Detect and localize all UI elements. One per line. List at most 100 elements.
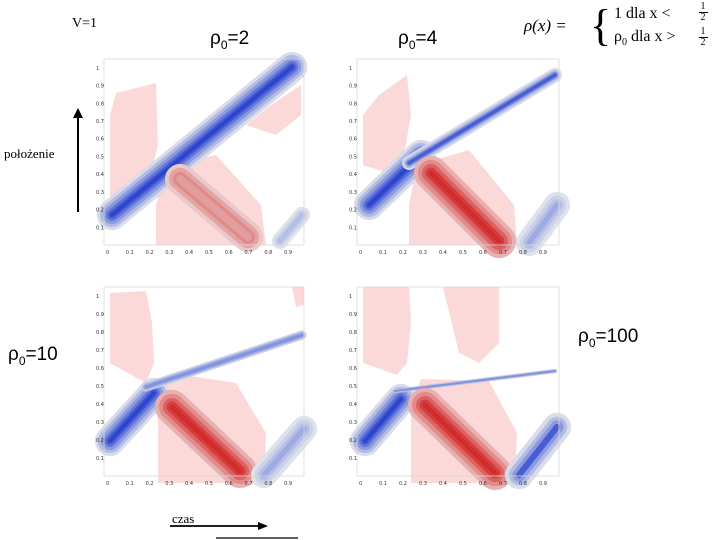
plot-frame bbox=[356, 286, 560, 477]
y-tick-label: 0.8 bbox=[349, 330, 357, 336]
formula-brace: { bbox=[590, 1, 612, 50]
formula-case-2: ρ0 dla x > bbox=[614, 28, 676, 49]
x-tick-label: 0.4 bbox=[185, 250, 193, 256]
x-tick-label: 0.3 bbox=[419, 481, 427, 487]
red-diagonal-band bbox=[164, 163, 264, 253]
y-tick-label: 0.7 bbox=[349, 119, 357, 125]
blue-diagonal-band bbox=[94, 377, 170, 457]
panel-2-plot: 0.1 0.2 0.3 0.4 0.5 0.6 0.7 0.8 0.9 1 0 0.1 0.2 0.3 0.… bbox=[349, 58, 571, 259]
y-tick-label: 0.9 bbox=[96, 84, 104, 90]
blue-diagonal-band bbox=[349, 383, 417, 457]
y-tick-label: 0.2 bbox=[349, 208, 357, 214]
red-diagonal-band bbox=[407, 387, 513, 491]
pale-blue-band-contour bbox=[516, 424, 560, 478]
red-diagonal-band bbox=[154, 389, 258, 489]
pale-blue-band-contour bbox=[277, 212, 305, 244]
y-tick-label: 0.2 bbox=[96, 438, 104, 444]
panel-1-title: ρ0=2 bbox=[210, 28, 250, 52]
x-tick-label: 0.9 bbox=[539, 481, 547, 487]
y-tick-label: 0.8 bbox=[96, 330, 104, 336]
x-tick-label: 0.6 bbox=[225, 250, 233, 256]
x-tick-label: 0.8 bbox=[264, 250, 272, 256]
x-tick-label: 0 bbox=[106, 250, 109, 256]
y-tick-label: 0.5 bbox=[349, 154, 357, 160]
blue-diagonal-band-contour-edge bbox=[110, 65, 294, 217]
y-tick-label: 0.3 bbox=[96, 190, 104, 196]
y-tick-label: 0.4 bbox=[96, 172, 104, 178]
pale-blue-band-contour-edge bbox=[526, 202, 560, 246]
red-diagonal-band bbox=[413, 155, 517, 259]
blue-thin-band bbox=[141, 330, 307, 392]
y-tick-label: 0.6 bbox=[96, 366, 104, 372]
blue-diagonal-band bbox=[96, 51, 308, 231]
y-tick-label: 1 bbox=[96, 66, 99, 72]
y-tick-label: 0.9 bbox=[96, 312, 104, 318]
red-diagonal-band-contour bbox=[428, 170, 502, 244]
y-axis-arrow bbox=[73, 108, 83, 212]
x-tick-label: 0.3 bbox=[419, 250, 427, 256]
red-diagonal-band-contour-edge bbox=[422, 402, 498, 476]
y-axis-label: położenie bbox=[4, 146, 55, 161]
y-tick-label: 0.5 bbox=[96, 384, 104, 390]
blue-diagonal-band-contour bbox=[108, 391, 156, 443]
x-tick-label: 0.7 bbox=[245, 481, 253, 487]
x-tick-label: 0.1 bbox=[126, 250, 134, 256]
x-tick-label: 0.9 bbox=[284, 481, 292, 487]
blue-thin-band-contour-edge bbox=[393, 369, 557, 393]
pale-red-region bbox=[363, 75, 411, 175]
blue-diagonal-band-contour bbox=[110, 65, 294, 217]
pale-red-region bbox=[363, 287, 411, 375]
y-tick-label: 0.1 bbox=[96, 456, 104, 462]
x-tick-label: 0.2 bbox=[399, 481, 407, 487]
blue-thin-band-contour bbox=[144, 333, 304, 389]
red-diagonal-band-contour bbox=[169, 404, 243, 474]
pale-blue-band-contour-edge bbox=[261, 426, 307, 478]
y-tick-label: 0.3 bbox=[349, 420, 357, 426]
y-tick-label: 0.1 bbox=[349, 225, 357, 231]
x-tick-label: 0.7 bbox=[245, 250, 253, 256]
x-tick-label: 0.5 bbox=[205, 250, 213, 256]
x-tick-label: 0.9 bbox=[284, 250, 292, 256]
y-tick-label: 1 bbox=[349, 66, 352, 72]
pale-red-region bbox=[246, 85, 301, 135]
blue-thin-band-contour-edge bbox=[407, 73, 557, 165]
y-tick-label: 0.3 bbox=[96, 420, 104, 426]
pale-red-region bbox=[443, 287, 499, 363]
y-tick-label: 0.7 bbox=[349, 348, 357, 354]
x-tick-label: 0.8 bbox=[519, 481, 527, 487]
red-diagonal-band-contour bbox=[176, 175, 252, 241]
x-tick-label: 0.6 bbox=[479, 481, 487, 487]
x-tick-label: 0.1 bbox=[379, 481, 387, 487]
y-tick-label: 0.9 bbox=[349, 84, 357, 90]
blue-thin-band-contour bbox=[407, 73, 557, 165]
x-tick-label: 0.2 bbox=[146, 250, 154, 256]
y-tick-label: 0.6 bbox=[96, 137, 104, 143]
x-tick-label: 0.8 bbox=[264, 481, 272, 487]
pale-blue-band-contour-edge bbox=[277, 212, 305, 244]
panel-1-plot: 0.1 0.2 0.3 0.4 0.5 0.6 0.7 0.8 0.9 1 0 0.1 0.2 0.3 0.… bbox=[96, 51, 311, 256]
x-tick-label: 0.1 bbox=[126, 481, 134, 487]
y-tick-label: 0.7 bbox=[96, 119, 104, 125]
blue-thin-band bbox=[392, 368, 558, 394]
blue-thin-band bbox=[401, 67, 563, 171]
blue-diagonal-band-contour-edge bbox=[108, 391, 156, 443]
x-tick-label: 0.9 bbox=[539, 250, 547, 256]
red-diagonal-band-contour-edge bbox=[169, 404, 243, 474]
x-tick-label: 0.5 bbox=[205, 481, 213, 487]
pale-blue-band bbox=[250, 415, 318, 489]
blue-thin-band-contour bbox=[394, 370, 556, 392]
x-axis-label: czas bbox=[172, 511, 195, 526]
x-tick-label: 0.8 bbox=[519, 250, 527, 256]
pale-blue-band bbox=[271, 206, 311, 250]
x-tick-label: 0.4 bbox=[185, 481, 193, 487]
blue-diagonal-band-contour bbox=[363, 397, 403, 443]
y-tick-label: 1 bbox=[349, 294, 352, 300]
y-tick-label: 0.3 bbox=[349, 190, 357, 196]
panel-4-title: ρ0=100 bbox=[578, 326, 639, 350]
y-tick-label: 0.5 bbox=[349, 384, 357, 390]
pale-blue-band bbox=[515, 191, 571, 257]
pale-blue-band-contour bbox=[526, 202, 560, 246]
